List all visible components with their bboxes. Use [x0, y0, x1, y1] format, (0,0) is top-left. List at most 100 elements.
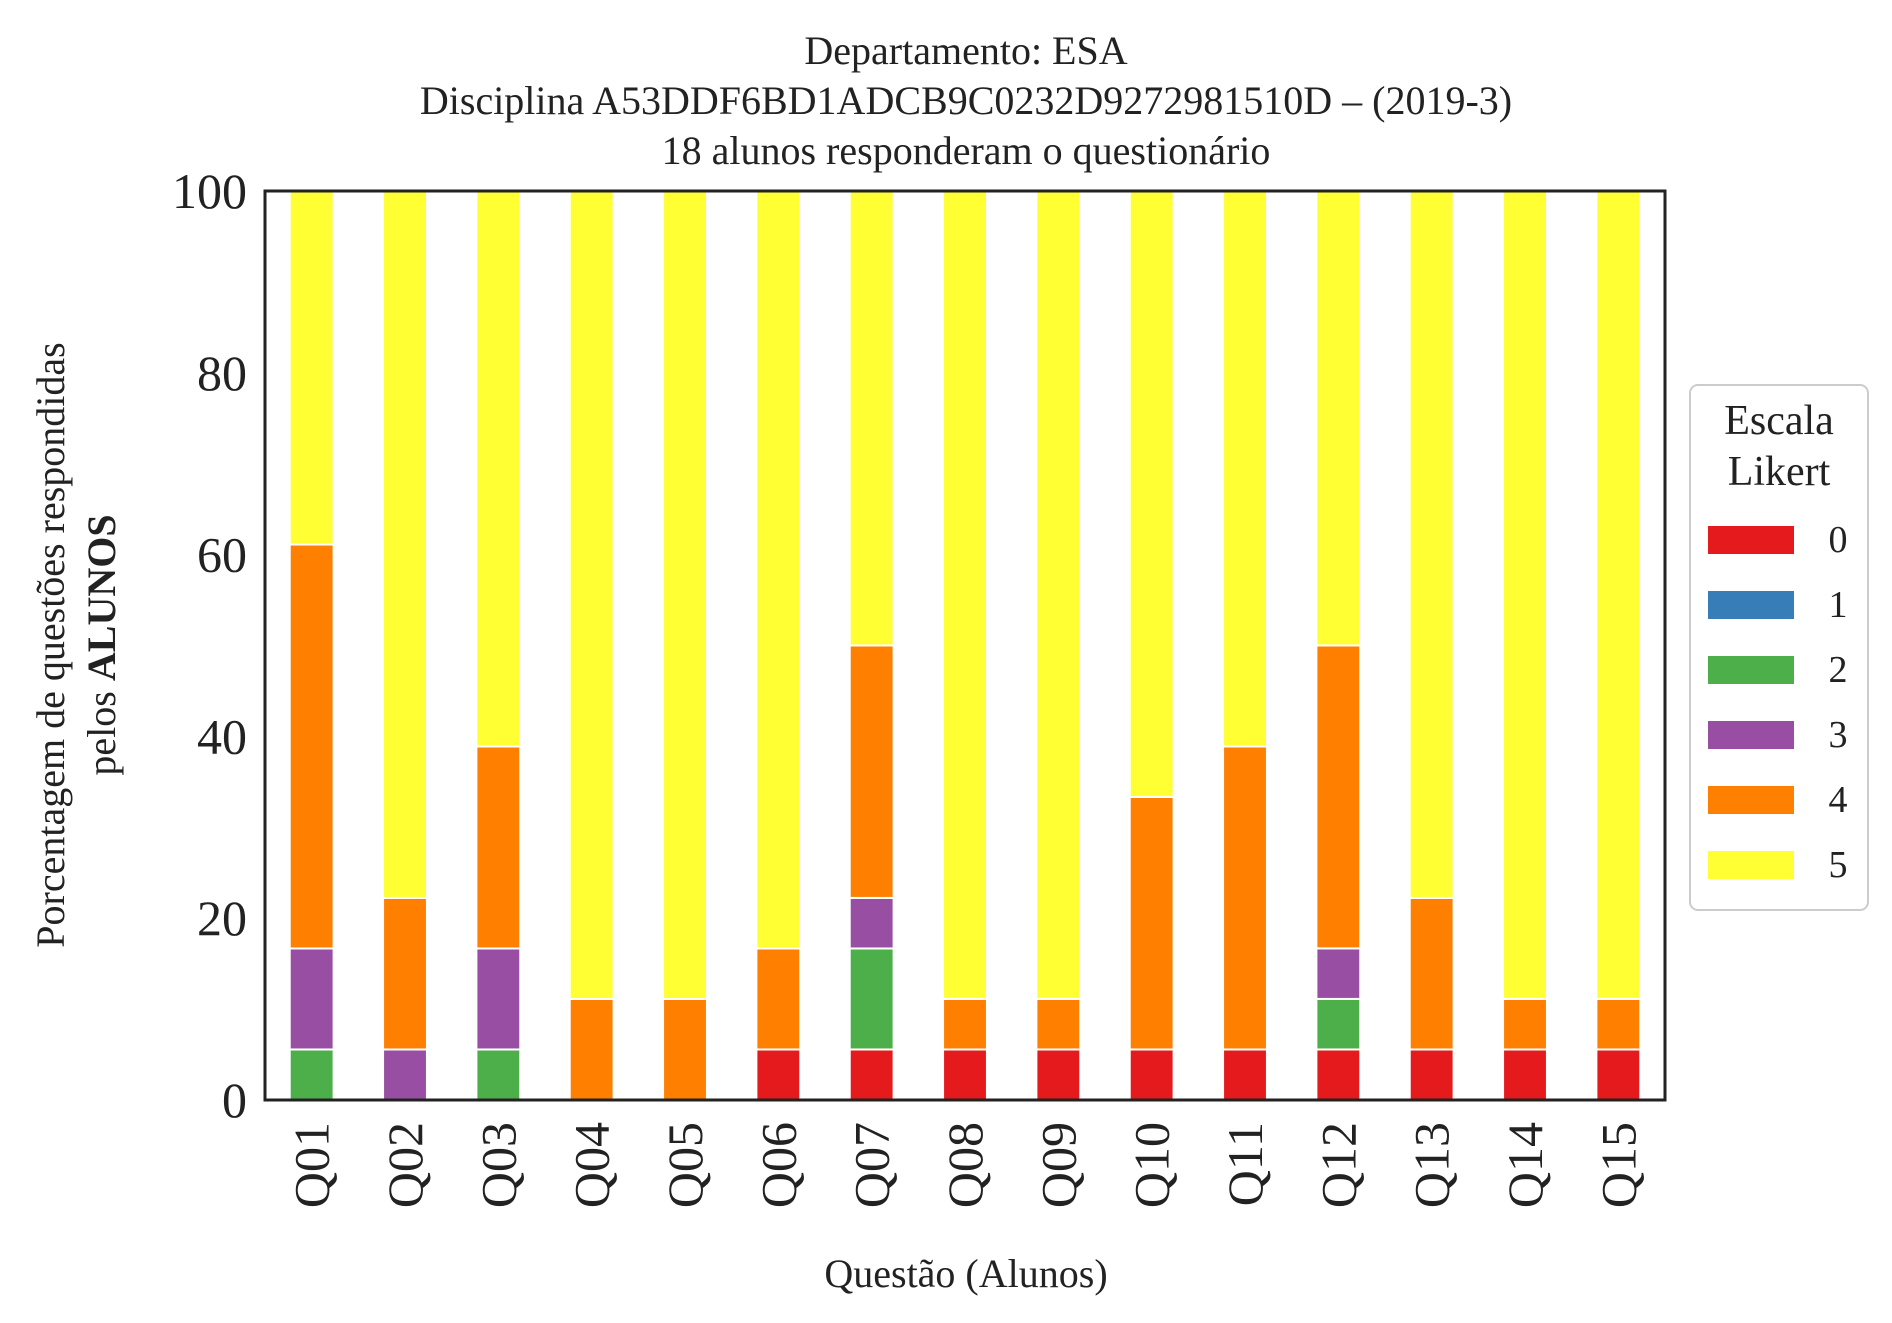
y-tick-label: 40 — [197, 708, 247, 764]
x-tick-label: Q12 — [1310, 1122, 1366, 1208]
bar-Q07-5 — [848, 189, 895, 647]
bar-Q06-0 — [755, 1048, 802, 1101]
x-tick-label: Q13 — [1404, 1122, 1460, 1208]
bar-Q14-0 — [1502, 1048, 1548, 1101]
legend-swatch-4 — [1708, 786, 1794, 814]
x-tick-label: Q03 — [470, 1122, 526, 1208]
y-axis-ticks: 0 20 40 60 80 100 — [172, 163, 247, 1128]
x-tick-label: Q07 — [844, 1122, 900, 1208]
x-tick-label: Q14 — [1497, 1122, 1553, 1208]
x-tick-label: Q09 — [1030, 1122, 1086, 1208]
legend-swatch-2 — [1708, 656, 1794, 684]
legend-label-2: 2 — [1829, 649, 1848, 691]
y-tick-label: 60 — [197, 527, 247, 583]
y-tick-label: 80 — [197, 345, 247, 401]
legend-title-line-2: Likert — [1728, 449, 1831, 495]
bar-Q03-2 — [475, 1048, 522, 1101]
bar-Q03-4 — [475, 745, 522, 950]
legend-swatch-3 — [1708, 721, 1794, 749]
bar-Q06-5 — [755, 190, 802, 950]
legend-swatch-1 — [1708, 591, 1794, 619]
y-tick-label: 0 — [222, 1072, 247, 1128]
bar-Q10-0 — [1128, 1048, 1175, 1101]
bar-Q01-2 — [288, 1048, 335, 1101]
legend-items: 0 1 2 3 4 5 — [1708, 519, 1848, 886]
title-line-1: Departamento: ESA — [804, 28, 1127, 73]
bar-Q07-0 — [848, 1048, 895, 1101]
y-tick-label: 20 — [197, 890, 247, 946]
x-tick-label: Q08 — [937, 1122, 993, 1208]
legend-label-0: 0 — [1829, 519, 1848, 561]
bar-Q01-5 — [288, 190, 335, 546]
legend-swatch-5 — [1708, 851, 1794, 879]
bar-Q08-5 — [942, 189, 988, 1000]
bar-Q03-5 — [475, 190, 522, 748]
bar-Q12-4 — [1315, 644, 1362, 950]
bar-Q06-4 — [755, 947, 802, 1051]
title-line-2: Disciplina A53DDF6BD1ADCB9C0232D92729815… — [420, 78, 1512, 123]
bar-Q15-0 — [1595, 1048, 1642, 1101]
x-tick-label: Q06 — [750, 1122, 806, 1208]
bar-Q14-5 — [1502, 189, 1548, 1000]
bar-Q12-3 — [1315, 947, 1362, 1000]
y-axis-label-prefix: pelos — [79, 681, 124, 775]
bar-Q12-5 — [1315, 189, 1362, 647]
bar-Q08-0 — [942, 1048, 988, 1101]
bar-Q10-5 — [1128, 189, 1175, 798]
x-tick-label: Q10 — [1124, 1122, 1180, 1208]
bar-Q03-3 — [475, 947, 522, 1051]
bar-Q01-4 — [288, 543, 335, 950]
x-tick-label: Q11 — [1217, 1122, 1273, 1206]
bar-Q15-4 — [1595, 997, 1642, 1051]
bar-Q05-5 — [662, 190, 708, 1001]
x-axis-label: Questão (Alunos) — [824, 1251, 1107, 1296]
bar-Q13-0 — [1408, 1048, 1455, 1101]
bar-Q02-5 — [382, 189, 428, 899]
legend-frame — [1689, 384, 1869, 911]
bar-Q02-4 — [382, 896, 428, 1051]
x-tick-label: Q15 — [1590, 1122, 1646, 1208]
y-axis-label-bold: ALUNOS — [79, 514, 124, 681]
bar-Q07-3 — [848, 896, 895, 950]
bar-Q09-0 — [1035, 1048, 1082, 1101]
bar-Q11-5 — [1222, 190, 1268, 748]
legend-label-5: 5 — [1829, 844, 1848, 886]
chart-title: Departamento: ESA Disciplina A53DDF6BD1A… — [420, 28, 1512, 173]
bar-Q11-0 — [1222, 1048, 1268, 1101]
y-axis-label: Porcentagem de questões respondidas pelo… — [28, 342, 124, 947]
bar-Q04-4 — [568, 998, 615, 1102]
bar-Q07-4 — [848, 644, 895, 899]
x-tick-label: Q02 — [377, 1122, 433, 1208]
legend-label-3: 3 — [1829, 714, 1848, 756]
legend-title-line-1: Escala — [1724, 398, 1834, 444]
x-tick-label: Q01 — [284, 1122, 340, 1208]
x-tick-label: Q05 — [657, 1122, 713, 1208]
x-tick-label: Q04 — [564, 1122, 620, 1208]
legend-swatch-0 — [1708, 526, 1794, 554]
bars-layer — [288, 189, 1642, 1102]
bar-Q05-4 — [662, 998, 708, 1102]
bar-Q09-5 — [1035, 189, 1082, 1000]
y-axis-label-line-2: pelos ALUNOS — [79, 514, 124, 775]
bar-Q13-5 — [1408, 189, 1455, 899]
plot-frame — [263, 189, 1667, 1102]
title-line-3: 18 alunos responderam o questionário — [662, 128, 1271, 173]
bar-Q01-3 — [288, 947, 335, 1051]
bar-Q09-4 — [1035, 997, 1082, 1051]
x-axis-ticks: Q01 Q02 Q03 Q04 Q05 Q06 Q07 Q08 Q09 Q10 Q11 Q12 Q13 Q… — [284, 1122, 1647, 1208]
y-tick-label: 100 — [172, 163, 247, 219]
bar-Q12-2 — [1315, 997, 1362, 1051]
bar-Q12-0 — [1315, 1048, 1362, 1101]
legend-label-4: 4 — [1829, 779, 1848, 821]
y-axis-label-line-1: Porcentagem de questões respondidas — [28, 342, 73, 947]
bar-Q04-5 — [568, 190, 615, 1001]
bar-Q10-4 — [1128, 795, 1175, 1051]
bar-Q07-2 — [848, 947, 895, 1051]
bar-Q11-4 — [1222, 745, 1268, 1051]
legend: Escala Likert 0 1 2 3 4 5 — [1689, 384, 1869, 911]
bar-Q08-4 — [942, 997, 988, 1051]
bar-Q15-5 — [1595, 189, 1642, 1000]
bar-Q13-4 — [1408, 896, 1455, 1051]
bar-Q14-4 — [1502, 997, 1548, 1051]
